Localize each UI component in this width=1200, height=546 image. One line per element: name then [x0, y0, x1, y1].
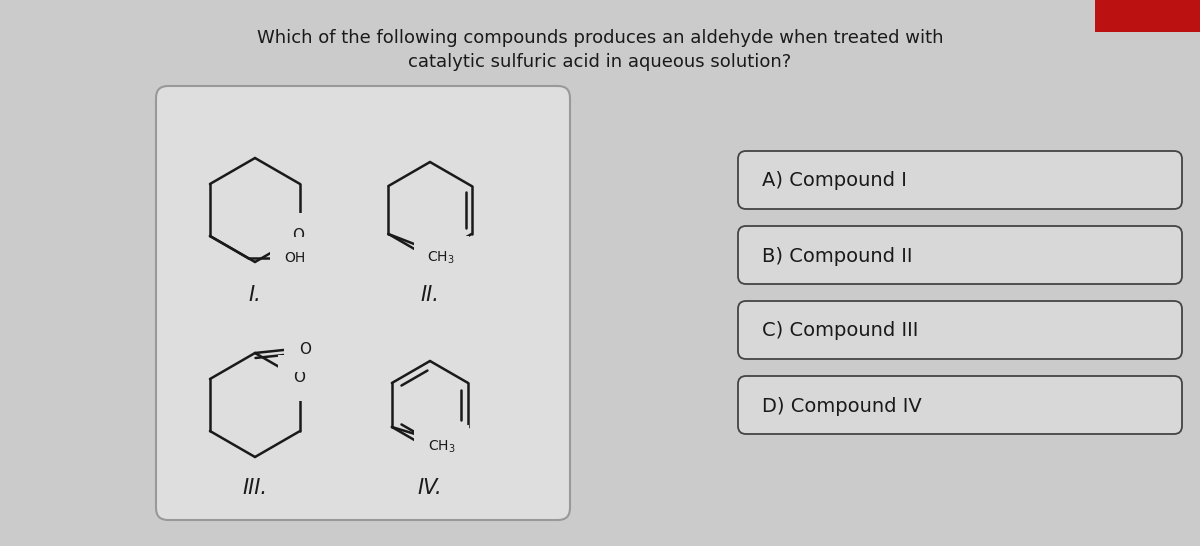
Text: D) Compound IV: D) Compound IV — [762, 396, 922, 416]
FancyBboxPatch shape — [738, 151, 1182, 209]
Text: B) Compound II: B) Compound II — [762, 246, 912, 265]
FancyBboxPatch shape — [156, 86, 570, 520]
FancyBboxPatch shape — [738, 376, 1182, 434]
Text: O: O — [292, 228, 304, 244]
Text: II.: II. — [420, 285, 439, 305]
Text: I.: I. — [248, 285, 262, 305]
Text: CH$_3$: CH$_3$ — [427, 250, 455, 266]
Text: A) Compound I: A) Compound I — [762, 171, 907, 191]
Text: OH: OH — [284, 251, 305, 265]
FancyBboxPatch shape — [1096, 0, 1200, 32]
FancyBboxPatch shape — [738, 226, 1182, 284]
Text: catalytic sulfuric acid in aqueous solution?: catalytic sulfuric acid in aqueous solut… — [408, 53, 792, 71]
FancyBboxPatch shape — [738, 301, 1182, 359]
Text: O: O — [293, 371, 305, 385]
Text: C) Compound III: C) Compound III — [762, 322, 918, 341]
Text: CH$_3$: CH$_3$ — [428, 439, 456, 455]
Text: IV.: IV. — [418, 478, 443, 498]
Text: III.: III. — [242, 478, 268, 498]
Text: Which of the following compounds produces an aldehyde when treated with: Which of the following compounds produce… — [257, 29, 943, 47]
Text: O: O — [299, 341, 311, 357]
